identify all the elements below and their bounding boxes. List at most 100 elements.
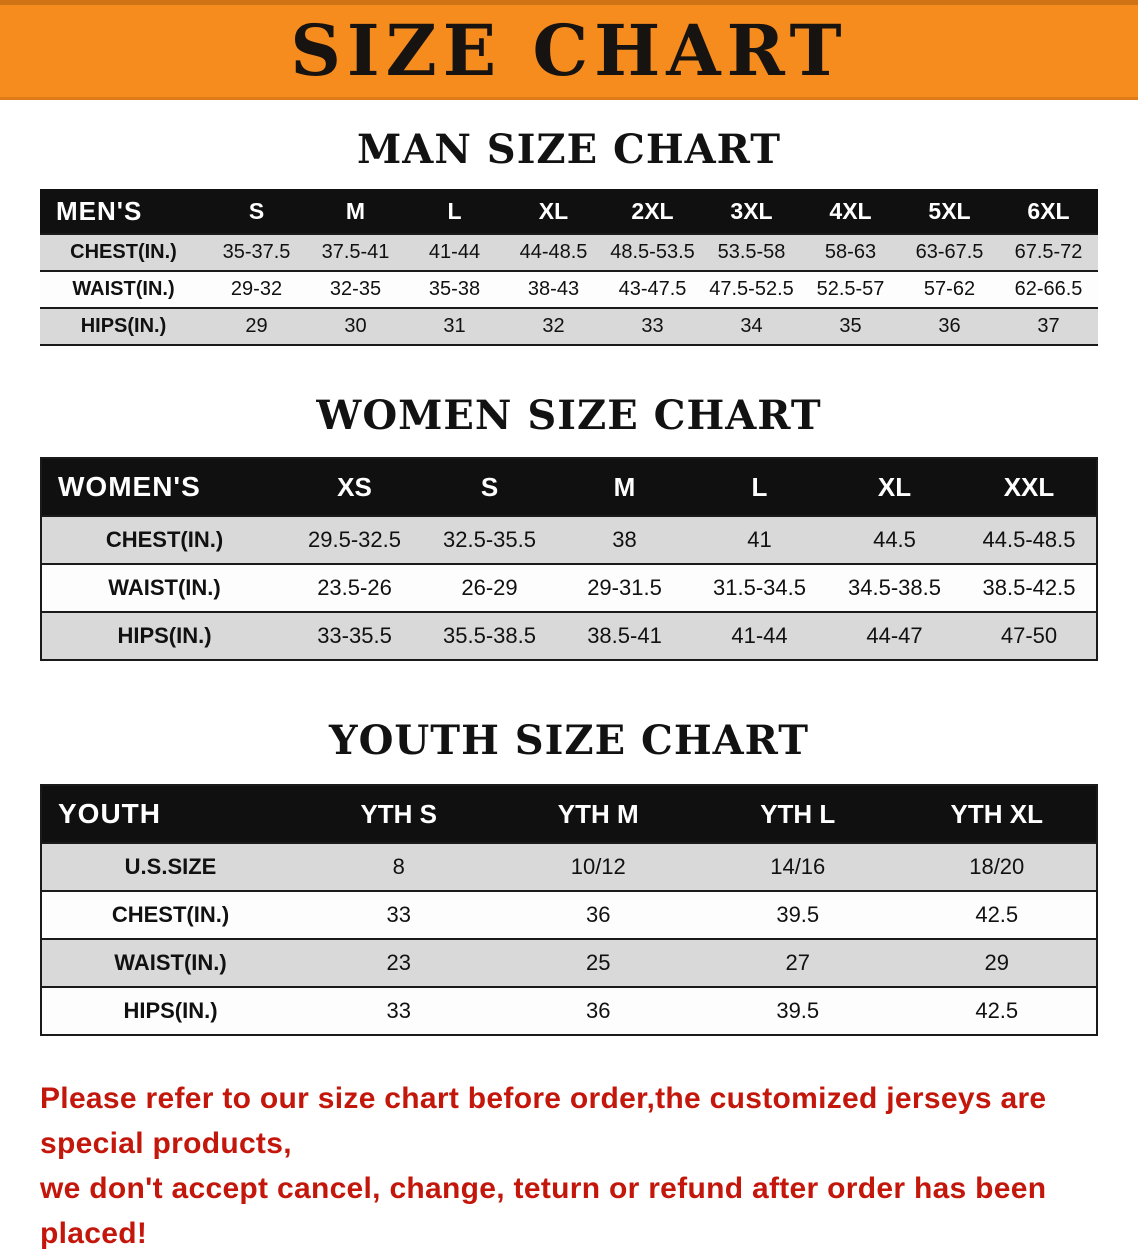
row-label-cell: HIPS(IN.) <box>41 986 299 1035</box>
size-value-cell: 27 <box>698 938 898 987</box>
notice-line-2: we don't accept cancel, change, teturn o… <box>40 1172 1047 1250</box>
size-value-cell: 29-31.5 <box>557 563 692 612</box>
size-value-cell: 8 <box>299 842 499 891</box>
size-value-cell: 35.5-38.5 <box>422 611 557 660</box>
size-value-cell: 39.5 <box>698 986 898 1035</box>
youth-size-table: YOUTH YTH S YTH M YTH L YTH XL U.S.SIZE 8 10/12… <box>40 784 1098 1036</box>
women-size-table: WOMEN'S XS S M L XL XXL CHEST(IN.) 29.5-32.5 32.5… <box>40 457 1098 661</box>
size-value-cell: 29 <box>897 938 1097 987</box>
column-header: S <box>207 189 306 234</box>
size-value-cell: 53.5-58 <box>702 233 801 271</box>
size-value-cell: 18/20 <box>897 842 1097 891</box>
size-value-cell: 30 <box>306 307 405 345</box>
size-value-cell: 44-48.5 <box>504 233 603 271</box>
column-header: M <box>557 458 692 516</box>
table-row: WAIST(IN.) 29-32 32-35 35-38 38-43 43-47.5 47.… <box>40 270 1098 308</box>
size-value-cell: 10/12 <box>498 842 698 891</box>
column-header: L <box>405 189 504 234</box>
table-row: U.S.SIZE 8 10/12 14/16 18/20 <box>41 842 1097 891</box>
table-title-cell: MEN'S <box>40 189 207 234</box>
size-value-cell: 23.5-26 <box>287 563 422 612</box>
size-value-cell: 33 <box>299 890 499 939</box>
men-size-table: MEN'S S M L XL 2XL 3XL 4XL 5XL 6XL CHEST(IN.) 35-37… <box>40 189 1098 346</box>
size-value-cell: 42.5 <box>897 890 1097 939</box>
row-label-cell: CHEST(IN.) <box>41 515 287 564</box>
size-value-cell: 35-38 <box>405 270 504 308</box>
size-value-cell: 29 <box>207 307 306 345</box>
size-chart-content: MAN SIZE CHART MEN'S S M L XL 2XL 3XL 4XL 5XL 6XL… <box>0 126 1138 1256</box>
size-value-cell: 47-50 <box>962 611 1097 660</box>
size-value-cell: 32.5-35.5 <box>422 515 557 564</box>
table-row: CHEST(IN.) 35-37.5 37.5-41 41-44 44-48.5 48.5… <box>40 233 1098 271</box>
banner-title: SIZE CHART <box>290 8 848 92</box>
column-header: 4XL <box>801 189 900 234</box>
column-header: XL <box>504 189 603 234</box>
table-row: HIPS(IN.) 29 30 31 32 33 34 35 36 37 <box>40 307 1098 345</box>
size-value-cell: 14/16 <box>698 842 898 891</box>
column-header: M <box>306 189 405 234</box>
column-header: XL <box>827 458 962 516</box>
size-value-cell: 42.5 <box>897 986 1097 1035</box>
size-value-cell: 33-35.5 <box>287 611 422 660</box>
size-value-cell: 35-37.5 <box>207 233 306 271</box>
size-value-cell: 25 <box>498 938 698 987</box>
size-value-cell: 43-47.5 <box>603 270 702 308</box>
table-header-row: YOUTH YTH S YTH M YTH L YTH XL <box>41 785 1097 843</box>
size-chart-banner: SIZE CHART <box>0 0 1138 100</box>
row-label-cell: WAIST(IN.) <box>41 938 299 987</box>
size-value-cell: 37.5-41 <box>306 233 405 271</box>
size-value-cell: 29-32 <box>207 270 306 308</box>
size-value-cell: 44-47 <box>827 611 962 660</box>
size-value-cell: 38-43 <box>504 270 603 308</box>
table-row: WAIST(IN.) 23.5-26 26-29 29-31.5 31.5-34.5 34… <box>41 563 1097 612</box>
column-header: YTH L <box>698 785 898 843</box>
column-header: L <box>692 458 827 516</box>
size-value-cell: 41-44 <box>692 611 827 660</box>
women-size-heading: WOMEN SIZE CHART <box>316 392 822 439</box>
size-value-cell: 35 <box>801 307 900 345</box>
column-header: XS <box>287 458 422 516</box>
table-row: CHEST(IN.) 29.5-32.5 32.5-35.5 38 41 44.5 44.5… <box>41 515 1097 564</box>
row-label-cell: CHEST(IN.) <box>41 890 299 939</box>
size-value-cell: 63-67.5 <box>900 233 999 271</box>
notice-line-1: Please refer to our size chart before or… <box>40 1082 1047 1160</box>
size-value-cell: 23 <box>299 938 499 987</box>
size-value-cell: 34 <box>702 307 801 345</box>
table-title-cell: YOUTH <box>41 785 299 843</box>
size-value-cell: 67.5-72 <box>999 233 1098 271</box>
size-value-cell: 62-66.5 <box>999 270 1098 308</box>
youth-size-section: YOUTH SIZE CHART YOUTH YTH S YTH M YTH L YTH… <box>0 717 1138 1036</box>
size-value-cell: 31.5-34.5 <box>692 563 827 612</box>
row-label-cell: HIPS(IN.) <box>40 307 207 345</box>
column-header: 2XL <box>603 189 702 234</box>
table-row: CHEST(IN.) 33 36 39.5 42.5 <box>41 890 1097 939</box>
row-label-cell: WAIST(IN.) <box>41 563 287 612</box>
size-value-cell: 41-44 <box>405 233 504 271</box>
size-value-cell: 44.5 <box>827 515 962 564</box>
size-value-cell: 48.5-53.5 <box>603 233 702 271</box>
column-header: S <box>422 458 557 516</box>
table-header-row: MEN'S S M L XL 2XL 3XL 4XL 5XL 6XL <box>40 189 1098 234</box>
order-notice: Please refer to our size chart before or… <box>40 1076 1098 1256</box>
size-value-cell: 41 <box>692 515 827 564</box>
table-row: WAIST(IN.) 23 25 27 29 <box>41 938 1097 987</box>
youth-size-heading: YOUTH SIZE CHART <box>329 717 809 764</box>
column-header: YTH M <box>498 785 698 843</box>
column-header: YTH XL <box>897 785 1097 843</box>
size-value-cell: 33 <box>603 307 702 345</box>
table-row: HIPS(IN.) 33-35.5 35.5-38.5 38.5-41 41-44 44-… <box>41 611 1097 660</box>
column-header: 6XL <box>999 189 1098 234</box>
size-value-cell: 39.5 <box>698 890 898 939</box>
size-value-cell: 47.5-52.5 <box>702 270 801 308</box>
column-header: 5XL <box>900 189 999 234</box>
size-value-cell: 29.5-32.5 <box>287 515 422 564</box>
size-value-cell: 58-63 <box>801 233 900 271</box>
row-label-cell: U.S.SIZE <box>41 842 299 891</box>
table-title-cell: WOMEN'S <box>41 458 287 516</box>
size-value-cell: 33 <box>299 986 499 1035</box>
size-value-cell: 38.5-42.5 <box>962 563 1097 612</box>
size-value-cell: 32 <box>504 307 603 345</box>
size-value-cell: 36 <box>498 890 698 939</box>
size-value-cell: 57-62 <box>900 270 999 308</box>
row-label-cell: HIPS(IN.) <box>41 611 287 660</box>
